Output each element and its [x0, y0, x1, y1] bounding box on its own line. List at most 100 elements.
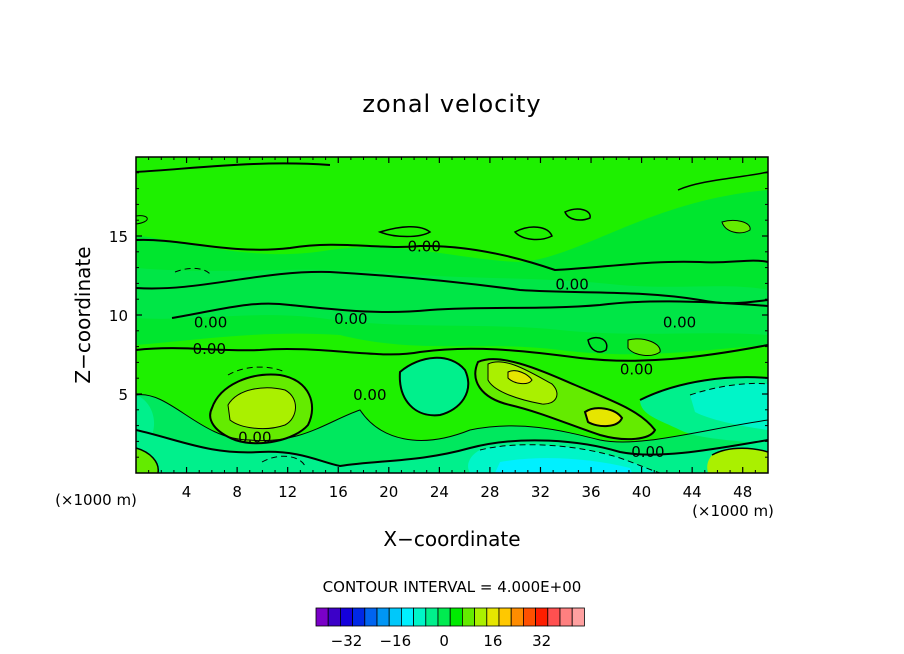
x-tick-label: 48 [733, 483, 752, 501]
colorbar-swatch [571, 607, 585, 627]
contour-region [495, 458, 632, 473]
contour-line [136, 215, 148, 225]
x-tick-label: 20 [379, 483, 398, 501]
colorbar-swatch [474, 607, 488, 627]
contour-region [508, 370, 532, 384]
contour-region [136, 448, 159, 473]
contour-label: 0.00 [334, 310, 367, 328]
colorbar-swatch [498, 607, 512, 627]
y-axis-unit: (×1000 m) [55, 491, 137, 509]
contour-line-zero [587, 336, 608, 353]
colorbar-swatch [364, 607, 378, 627]
contour-line-zero [564, 208, 591, 221]
colorbar-swatch [388, 607, 402, 627]
x-tick-label: 36 [581, 483, 600, 501]
contour-line-negative [227, 366, 286, 376]
contour-line-zero [513, 226, 553, 241]
contour-line-zero [711, 447, 768, 456]
colorbar-tick-label: 32 [532, 632, 551, 650]
contour-region [707, 448, 768, 473]
plot-area: 0.00 0.00 0.00 0.00 0.00 0.00 0.00 0.00 0.00 0.00 [136, 157, 768, 473]
colorbar-swatch [535, 607, 549, 627]
contour-line [136, 394, 768, 443]
contour-region [228, 387, 296, 429]
colorbar-swatch [315, 607, 329, 627]
contour-region [136, 268, 768, 335]
contour-line-zero [677, 171, 768, 191]
contour-interval-text: CONTOUR INTERVAL = 4.000E+00 [323, 578, 582, 596]
contour-line-zero [136, 238, 768, 272]
contour-region [628, 338, 661, 356]
contour-line-zero [209, 373, 313, 445]
colorbar-swatch [413, 607, 427, 627]
contour-line [721, 219, 751, 234]
contour-region [722, 220, 751, 233]
colorbar-swatch [327, 607, 341, 627]
y-tick-label: 15 [109, 228, 128, 246]
contour-line-zero [136, 344, 768, 362]
contour-line-zero [136, 162, 331, 173]
x-axis-title: X−coordinate [383, 527, 520, 551]
x-tick-label: 28 [480, 483, 499, 501]
contour-line [507, 370, 533, 385]
x-tick-label: 24 [430, 483, 449, 501]
contour-line-negative [479, 444, 661, 473]
contour-label: 0.00 [353, 386, 386, 404]
colorbar-swatch [437, 607, 451, 627]
x-axis-unit: (×1000 m) [692, 502, 774, 520]
x-tick-label: 12 [278, 483, 297, 501]
x-tick-label: 40 [632, 483, 651, 501]
contour-line-zero [474, 358, 657, 441]
colorbar-tick-label: −16 [379, 632, 411, 650]
contour-line-zero [583, 407, 624, 428]
x-tick-label: 8 [232, 483, 242, 501]
contour-line-zero [171, 300, 768, 319]
contour-line-negative [174, 267, 211, 275]
colorbar-swatch [376, 607, 390, 627]
contour-line-zero [136, 270, 768, 305]
colorbar-tick-label: −32 [331, 632, 363, 650]
contour-line [487, 361, 558, 405]
contour-line [627, 338, 661, 356]
colorbar-swatch [510, 607, 524, 627]
colorbar-tick-label: 16 [483, 632, 502, 650]
colorbar-swatch [486, 607, 500, 627]
contour-line-negative [261, 455, 306, 467]
contour-label: 0.00 [620, 361, 653, 379]
contour-region [690, 383, 768, 430]
colorbar-swatch [339, 607, 353, 627]
colorbar-swatch [400, 607, 414, 627]
contour-label: 0.00 [631, 443, 664, 461]
y-tick-label: 5 [118, 386, 128, 404]
chart-title: zonal velocity [362, 90, 541, 118]
colorbar-tick-label: 0 [439, 632, 449, 650]
x-tick-label: 32 [531, 483, 550, 501]
x-tick-label: 44 [683, 483, 702, 501]
contour-label: 0.00 [663, 313, 696, 331]
colorbar-swatch [559, 607, 573, 627]
contour-line-zero [639, 376, 768, 401]
contour-line-zero [136, 429, 768, 468]
contour-lines [136, 162, 768, 473]
contour-label: 0.00 [407, 237, 440, 255]
contour-line-zero [136, 447, 159, 473]
colorbar-swatch [547, 607, 561, 627]
colorbar-swatch [461, 607, 475, 627]
contour-label: 0.00 [238, 429, 271, 447]
y-tick-label: 10 [109, 307, 128, 325]
x-tick-label: 16 [329, 483, 348, 501]
contour-line-negative [689, 382, 768, 396]
contour-region [585, 408, 622, 427]
contour-label: 0.00 [193, 340, 226, 358]
contour-region [399, 357, 469, 416]
contour-line-zero [377, 226, 432, 238]
x-tick-label: 4 [182, 483, 192, 501]
contour-label: 0.00 [555, 275, 588, 293]
y-axis-title: Z−coordinate [71, 246, 95, 383]
colorbar-swatch [352, 607, 366, 627]
contour-line-zero [398, 356, 470, 417]
colorbar: −32 −16 0 16 32 [315, 607, 585, 650]
colorbar-swatch [523, 607, 537, 627]
contour-label: 0.00 [194, 313, 227, 331]
